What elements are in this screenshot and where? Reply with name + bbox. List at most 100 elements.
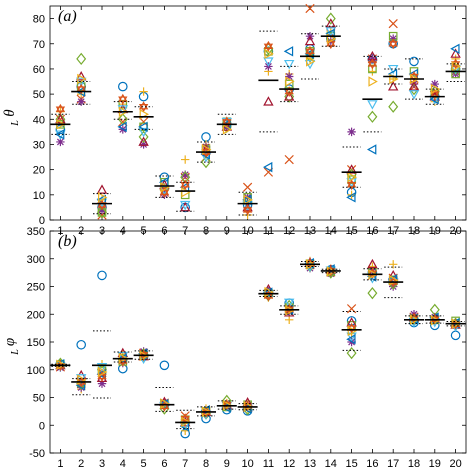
hexagram-part xyxy=(76,86,86,95)
marker-triangle-left xyxy=(346,192,356,203)
y-tick-label: 50 xyxy=(33,393,45,405)
y-tick-label: 0 xyxy=(39,420,45,432)
marker-circle xyxy=(159,360,170,371)
marker-x-cross xyxy=(305,3,315,14)
hexagram-part xyxy=(222,119,232,128)
marker-diamond xyxy=(388,100,399,113)
marker-triangle-down xyxy=(408,90,420,100)
marker-asterisk xyxy=(56,137,65,147)
marker-triangle-up xyxy=(408,81,420,91)
y-axis-label-sub: L xyxy=(10,120,21,127)
marker-triangle-left xyxy=(117,121,127,133)
hexagram-part xyxy=(118,93,128,102)
marker-hexagram xyxy=(305,45,315,57)
x-tick-label: 2 xyxy=(78,458,84,470)
hexagram-part xyxy=(55,103,66,112)
marker-triangle-right xyxy=(181,187,191,198)
marker-triangle-left xyxy=(54,129,65,140)
marker-triangle-left xyxy=(138,121,148,133)
x-tick-label: 6 xyxy=(161,458,167,470)
marker-triangle-down xyxy=(283,59,295,70)
marker-triangle-right xyxy=(451,61,462,72)
marker-triangle-up xyxy=(138,136,149,146)
marker-triangle-up xyxy=(325,18,337,28)
marker-asterisk xyxy=(139,140,148,149)
marker-asterisk xyxy=(181,170,190,179)
marker-plus xyxy=(181,155,190,164)
x-tick-label: 7 xyxy=(182,458,188,470)
marker-triangle-up xyxy=(367,258,378,269)
marker-triangle-right xyxy=(430,83,441,95)
marker-triangle-right xyxy=(98,366,108,378)
hexagram-part xyxy=(430,313,440,322)
hexagram-part xyxy=(346,179,357,188)
marker-square xyxy=(118,99,128,109)
y-tick-label: 80 xyxy=(33,14,45,26)
hexagram-part xyxy=(263,43,274,52)
marker-triangle-down xyxy=(96,363,108,373)
marker-triangle-up xyxy=(387,81,399,91)
x-tick-label: 15 xyxy=(345,458,357,470)
y-tick-label: 300 xyxy=(27,254,45,266)
marker-asterisk xyxy=(97,379,107,388)
marker-diamond xyxy=(201,155,211,169)
y-tick-label: 250 xyxy=(27,282,45,294)
marker-triangle-left xyxy=(346,334,356,345)
hexagram-part xyxy=(180,179,190,188)
x-tick-label: 16 xyxy=(366,458,378,470)
y-axis-label: φ xyxy=(2,338,18,346)
marker-triangle-down xyxy=(283,298,295,309)
marker-circle xyxy=(450,330,461,341)
marker-circle xyxy=(409,56,419,67)
hexagram-part xyxy=(138,104,149,113)
marker-plus xyxy=(139,87,148,96)
marker-triangle-right xyxy=(243,194,254,206)
hexagram-part xyxy=(367,58,378,67)
marker-triangle-right xyxy=(160,398,170,409)
marker-x-cross xyxy=(284,154,294,165)
marker-triangle-down xyxy=(263,57,274,67)
hexagram-part xyxy=(263,40,274,49)
marker-triangle-up xyxy=(450,48,461,58)
marker-triangle-right xyxy=(160,182,170,193)
hexagram-part xyxy=(97,202,107,211)
marker-triangle-right xyxy=(77,73,87,85)
x-tick-label: 17 xyxy=(387,458,399,470)
hexagram-part xyxy=(388,41,398,50)
marker-diamond xyxy=(76,52,87,66)
marker-triangle-right xyxy=(368,76,378,87)
hexagram-part xyxy=(367,61,378,70)
marker-diamond xyxy=(346,346,357,360)
x-tick-label: 9 xyxy=(224,458,230,470)
y-tick-label: 350 xyxy=(27,226,45,238)
y-tick-label: 0 xyxy=(39,215,45,227)
x-tick-label: 20 xyxy=(449,458,461,470)
marker-circle xyxy=(76,339,86,350)
marker-circle xyxy=(118,81,128,92)
y-tick-label: -50 xyxy=(29,448,45,460)
y-tick-label: 60 xyxy=(33,64,45,76)
marker-triangle-up xyxy=(283,91,295,101)
hexagram-part xyxy=(305,48,315,57)
marker-x-cross xyxy=(242,182,253,192)
marker-asterisk xyxy=(430,79,439,89)
marker-diamond xyxy=(138,130,149,144)
hexagram-part xyxy=(180,182,190,191)
hexagram-part xyxy=(305,45,315,55)
marker-triangle-right xyxy=(347,325,358,337)
axes-box xyxy=(49,230,467,454)
marker-triangle-left xyxy=(283,46,294,57)
marker-plus xyxy=(389,260,398,269)
hexagram-part xyxy=(284,303,294,312)
axes-box xyxy=(49,5,467,221)
marker-diamond xyxy=(325,12,336,25)
panel-label: (b) xyxy=(58,233,77,250)
marker-square xyxy=(368,64,377,74)
hexagram-part xyxy=(367,267,378,276)
marker-triangle-right xyxy=(285,76,295,87)
marker-diamond xyxy=(367,287,378,300)
hexagram-part xyxy=(242,204,253,213)
x-tick-label: 18 xyxy=(408,458,420,470)
y-axis-label: θ xyxy=(2,109,18,117)
